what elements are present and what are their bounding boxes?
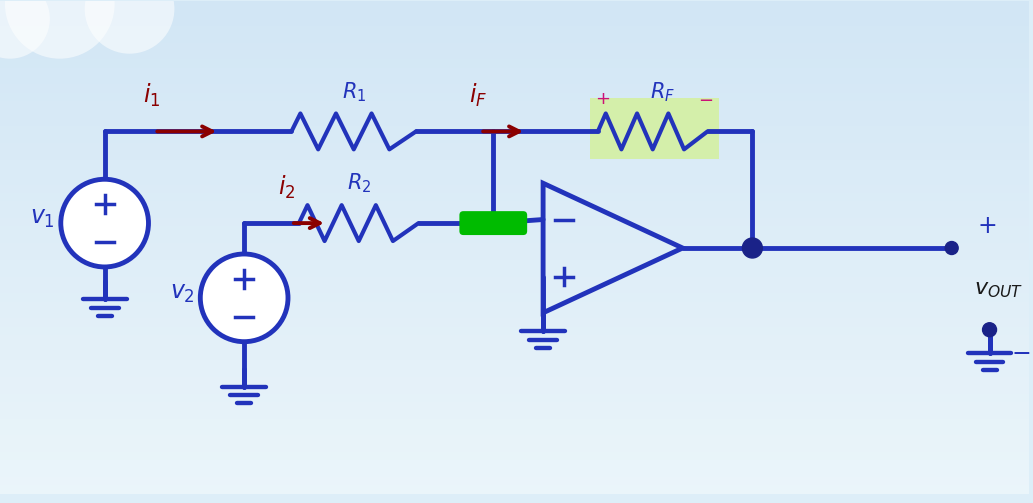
- Bar: [0, 9, 1030, 18]
- Bar: [0, 252, 1030, 260]
- Circle shape: [982, 323, 997, 337]
- Bar: [0, 477, 1030, 485]
- Bar: [0, 51, 1030, 59]
- Bar: [0, 302, 1030, 310]
- Bar: [0, 452, 1030, 460]
- Bar: [0, 34, 1030, 43]
- Bar: [0, 352, 1030, 360]
- Bar: [0, 260, 1030, 268]
- Bar: [0, 26, 1030, 34]
- Bar: [0, 93, 1030, 101]
- Bar: [0, 310, 1030, 318]
- Bar: [0, 110, 1030, 118]
- Bar: [0, 76, 1030, 85]
- FancyBboxPatch shape: [460, 211, 527, 235]
- Bar: [0, 85, 1030, 93]
- Bar: [0, 193, 1030, 201]
- Text: $+$: $+$: [595, 90, 611, 108]
- Bar: [0, 143, 1030, 151]
- Bar: [0, 444, 1030, 452]
- Bar: [0, 0, 1030, 1]
- Bar: [0, 134, 1030, 143]
- Text: $R_2$: $R_2$: [346, 172, 371, 195]
- Bar: [0, 285, 1030, 293]
- Bar: [0, 177, 1030, 185]
- Bar: [590, 98, 720, 159]
- Bar: [0, 210, 1030, 218]
- Text: $+$: $+$: [976, 214, 996, 238]
- Bar: [0, 159, 1030, 168]
- Text: $v_{OUT}$: $v_{OUT}$: [973, 280, 1023, 300]
- Bar: [0, 218, 1030, 226]
- Bar: [0, 377, 1030, 385]
- Text: $R_1$: $R_1$: [342, 80, 366, 104]
- Bar: [0, 335, 1030, 344]
- Bar: [0, 168, 1030, 177]
- Bar: [0, 427, 1030, 435]
- Text: $R_F$: $R_F$: [650, 80, 676, 104]
- Bar: [0, 418, 1030, 427]
- Text: $i_2$: $i_2$: [278, 174, 295, 201]
- Bar: [0, 460, 1030, 469]
- Bar: [0, 43, 1030, 51]
- Bar: [0, 201, 1030, 210]
- Bar: [0, 118, 1030, 126]
- Text: $-$: $-$: [1011, 340, 1031, 364]
- Bar: [0, 126, 1030, 134]
- Bar: [0, 360, 1030, 369]
- Circle shape: [61, 179, 149, 267]
- Circle shape: [0, 0, 50, 59]
- Bar: [0, 326, 1030, 335]
- Circle shape: [945, 241, 959, 255]
- Bar: [0, 68, 1030, 76]
- Bar: [0, 235, 1030, 243]
- Text: $v_2$: $v_2$: [170, 281, 195, 305]
- Bar: [0, 18, 1030, 26]
- Bar: [0, 369, 1030, 377]
- Text: $i_F$: $i_F$: [469, 82, 488, 110]
- Text: $-$: $-$: [698, 90, 713, 108]
- Circle shape: [743, 238, 762, 258]
- Bar: [0, 59, 1030, 68]
- Bar: [0, 344, 1030, 352]
- Text: $v_1$: $v_1$: [30, 206, 56, 230]
- Bar: [0, 151, 1030, 159]
- Text: $i_1$: $i_1$: [143, 82, 160, 110]
- Circle shape: [85, 0, 175, 54]
- Bar: [0, 185, 1030, 193]
- Bar: [0, 243, 1030, 252]
- Bar: [0, 293, 1030, 302]
- Bar: [0, 226, 1030, 235]
- Bar: [0, 469, 1030, 477]
- Bar: [0, 435, 1030, 444]
- Bar: [0, 101, 1030, 110]
- Bar: [0, 318, 1030, 326]
- Bar: [0, 268, 1030, 277]
- Bar: [0, 410, 1030, 418]
- Circle shape: [200, 254, 288, 342]
- Bar: [0, 402, 1030, 410]
- Bar: [0, 393, 1030, 402]
- Circle shape: [5, 0, 115, 59]
- Bar: [0, 277, 1030, 285]
- Bar: [0, 1, 1030, 9]
- Bar: [0, 385, 1030, 393]
- Bar: [0, 485, 1030, 494]
